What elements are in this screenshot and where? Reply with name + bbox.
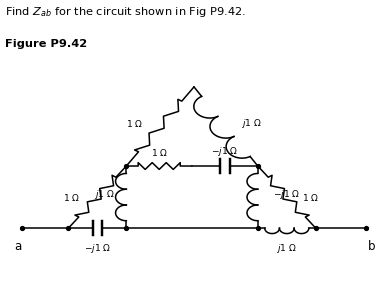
Text: $1\ \Omega$: $1\ \Omega$ [126,118,143,129]
Text: b: b [368,239,376,252]
Text: $-j1\ \Omega$: $-j1\ \Omega$ [211,145,239,158]
Text: $1\ \Omega$: $1\ \Omega$ [151,147,168,158]
Text: $1\ \Omega$: $1\ \Omega$ [63,192,80,202]
Text: Find $Z_{ab}$ for the circuit shown in Fig P9.42.: Find $Z_{ab}$ for the circuit shown in F… [5,5,246,19]
Text: $-j1\ \Omega$: $-j1\ \Omega$ [84,242,111,255]
Text: $j1\ \Omega$: $j1\ \Omega$ [94,188,115,201]
Text: $-j1\ \Omega$: $-j1\ \Omega$ [273,188,300,201]
Text: $j1\ \Omega$: $j1\ \Omega$ [241,117,262,130]
Text: $j1\ \Omega$: $j1\ \Omega$ [277,242,297,255]
Text: $1\ \Omega$: $1\ \Omega$ [302,192,319,202]
Text: Figure P9.42: Figure P9.42 [5,39,87,49]
Text: a: a [14,239,22,252]
